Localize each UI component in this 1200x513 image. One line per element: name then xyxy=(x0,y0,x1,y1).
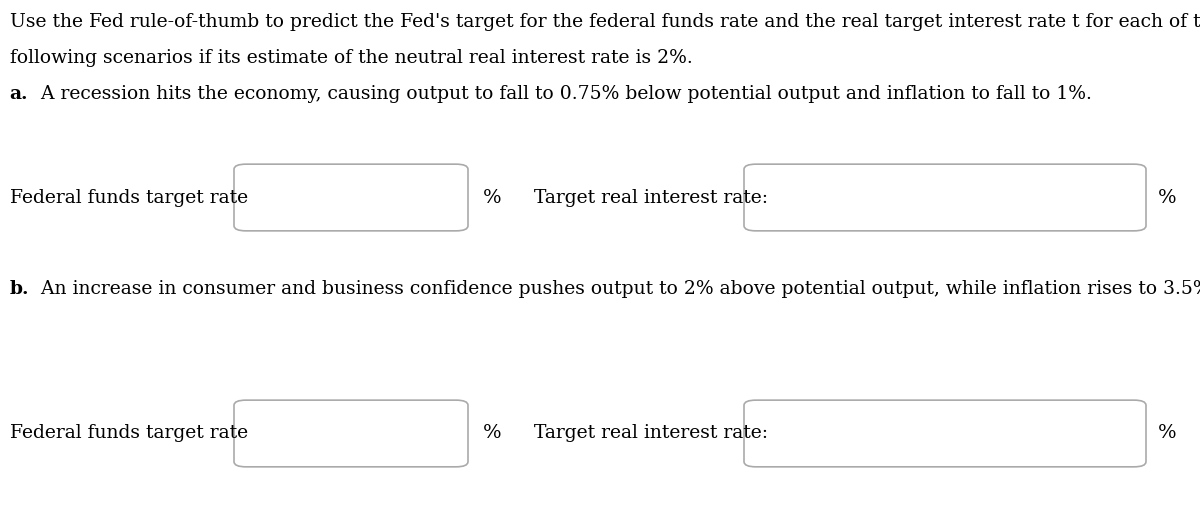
FancyBboxPatch shape xyxy=(234,400,468,467)
Text: Federal funds target rate: Federal funds target rate xyxy=(10,188,247,207)
Text: %: % xyxy=(1158,188,1177,207)
Text: a.: a. xyxy=(10,85,28,103)
Text: Federal funds target rate: Federal funds target rate xyxy=(10,424,247,443)
Text: An increase in consumer and business confidence pushes output to 2% above potent: An increase in consumer and business con… xyxy=(35,280,1200,298)
Text: Use the Fed rule-of-thumb to predict the Fed's target for the federal funds rate: Use the Fed rule-of-thumb to predict the… xyxy=(10,13,1200,31)
FancyBboxPatch shape xyxy=(234,164,468,231)
Text: %: % xyxy=(482,188,502,207)
FancyBboxPatch shape xyxy=(744,164,1146,231)
Text: %: % xyxy=(1158,424,1177,443)
Text: Target real interest rate:: Target real interest rate: xyxy=(534,424,768,443)
Text: b.: b. xyxy=(10,280,29,298)
Text: following scenarios if its estimate of the neutral real interest rate is 2%.: following scenarios if its estimate of t… xyxy=(10,49,692,67)
Text: A recession hits the economy, causing output to fall to 0.75% below potential ou: A recession hits the economy, causing ou… xyxy=(35,85,1092,103)
Text: %: % xyxy=(482,424,502,443)
FancyBboxPatch shape xyxy=(744,400,1146,467)
Text: Target real interest rate:: Target real interest rate: xyxy=(534,188,768,207)
